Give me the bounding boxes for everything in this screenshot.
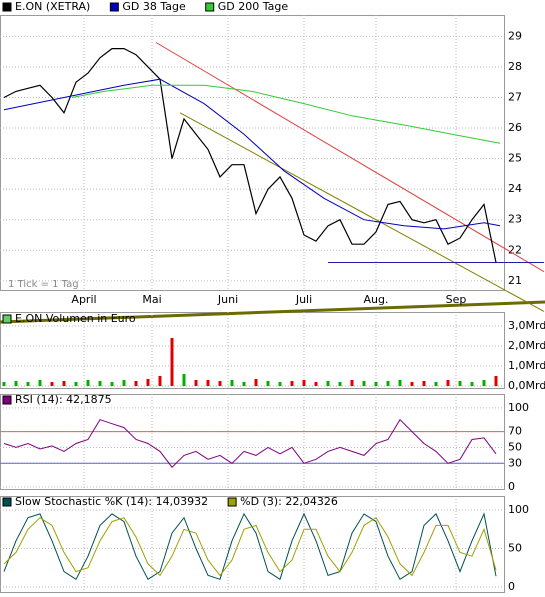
volume-bar xyxy=(86,380,90,386)
legend-label: RSI (14): 42,1875 xyxy=(15,393,112,406)
volume-bar xyxy=(446,380,450,386)
panel-frame xyxy=(0,394,505,490)
volume-bar xyxy=(290,381,294,386)
x-tick-label: Juli xyxy=(295,293,312,306)
volume-bar xyxy=(338,382,342,386)
volume-bar xyxy=(494,376,498,386)
volume-bar xyxy=(182,374,186,386)
volume-bar xyxy=(398,380,402,386)
volume-bar xyxy=(434,382,438,386)
y-tick-label: 50 xyxy=(508,542,522,555)
y-tick-label: 24 xyxy=(508,182,522,195)
volume-bar xyxy=(122,380,126,386)
panel-frame xyxy=(0,15,505,291)
y-tick-label: 70 xyxy=(508,425,522,438)
volume-bar xyxy=(374,382,378,386)
y-tick-label: 21 xyxy=(508,274,522,287)
y-tick-label: 0 xyxy=(508,480,515,493)
volume-bar xyxy=(230,380,234,386)
y-tick-label: 30 xyxy=(508,456,522,469)
y-tick-label: 0,0Mrd xyxy=(508,379,545,392)
volume-bar xyxy=(218,381,222,386)
legend-swatch xyxy=(2,314,12,324)
volume-bar xyxy=(110,382,114,386)
series-line xyxy=(3,418,497,468)
legend-swatch xyxy=(2,497,12,507)
series-line xyxy=(3,517,497,577)
long-trendline xyxy=(0,300,545,324)
volume-bar xyxy=(410,382,414,386)
y-tick-label: 2,0Mrd xyxy=(508,339,545,352)
volume-bar xyxy=(158,376,162,386)
volume-bar xyxy=(194,380,198,386)
volume-bar xyxy=(350,380,354,386)
volume-bar xyxy=(326,381,330,386)
y-tick-label: 25 xyxy=(508,152,522,165)
volume-bar xyxy=(134,381,138,386)
volume-bar xyxy=(50,382,54,386)
legend-swatch xyxy=(2,395,12,405)
volume-bar xyxy=(2,382,6,386)
x-tick-label: Juni xyxy=(217,293,238,306)
volume-bar xyxy=(242,382,246,386)
volume-bar xyxy=(458,381,462,386)
y-tick-label: 50 xyxy=(508,440,522,453)
volume-bar xyxy=(314,382,318,386)
trend-line xyxy=(179,112,545,312)
y-tick-label: 0 xyxy=(508,580,515,593)
x-tick-label: April xyxy=(71,293,96,306)
series-line xyxy=(3,48,497,263)
annotation: 1 Tick = 1 Tag xyxy=(8,279,79,290)
legend-swatch xyxy=(109,2,119,12)
volume-bar xyxy=(26,382,30,386)
volume-bar xyxy=(362,381,366,386)
volume-bar xyxy=(14,381,18,386)
volume-bar xyxy=(422,381,426,386)
legend-swatch xyxy=(2,2,12,12)
y-tick-label: 1,0Mrd xyxy=(508,359,545,372)
x-tick-label: Sep xyxy=(446,293,467,306)
volume-bar xyxy=(62,381,66,386)
volume-bar xyxy=(254,379,258,386)
volume-bar xyxy=(266,381,270,386)
series-line xyxy=(3,78,501,230)
y-tick-label: 26 xyxy=(508,121,522,134)
x-tick-label: Mai xyxy=(142,293,161,306)
panel-title: E.ON Volumen in Euro xyxy=(15,312,136,325)
volume-bar xyxy=(470,382,474,386)
volume-bar xyxy=(482,380,486,386)
legend-swatch xyxy=(227,497,237,507)
legend-label: E.ON (XETRA) xyxy=(15,0,90,13)
series-line xyxy=(71,84,501,144)
y-tick-label: 3,0Mrd xyxy=(508,319,545,332)
x-tick-label: Aug. xyxy=(364,293,389,306)
y-tick-label: 100 xyxy=(508,401,529,414)
y-tick-label: 27 xyxy=(508,91,522,104)
legend-label: %D (3): 22,04326 xyxy=(240,495,338,508)
volume-bar xyxy=(302,380,306,386)
trend-line xyxy=(155,42,545,273)
y-tick-label: 29 xyxy=(508,29,522,42)
volume-bar xyxy=(206,380,210,386)
volume-bar xyxy=(278,382,282,386)
volume-bar xyxy=(146,379,150,386)
volume-bar xyxy=(38,380,42,386)
legend-label: GD 38 Tage xyxy=(122,0,186,13)
series-line xyxy=(3,512,497,581)
volume-bar xyxy=(98,381,102,386)
volume-bar xyxy=(74,382,78,386)
y-tick-label: 23 xyxy=(508,213,522,226)
y-tick-label: 28 xyxy=(508,60,522,73)
legend-label: GD 200 Tage xyxy=(218,0,289,13)
volume-bar xyxy=(386,381,390,386)
y-tick-label: 100 xyxy=(508,503,529,516)
legend-label: Slow Stochastic %K (14): 14,03932 xyxy=(15,495,208,508)
legend-swatch xyxy=(205,2,215,12)
volume-bar xyxy=(170,338,174,386)
